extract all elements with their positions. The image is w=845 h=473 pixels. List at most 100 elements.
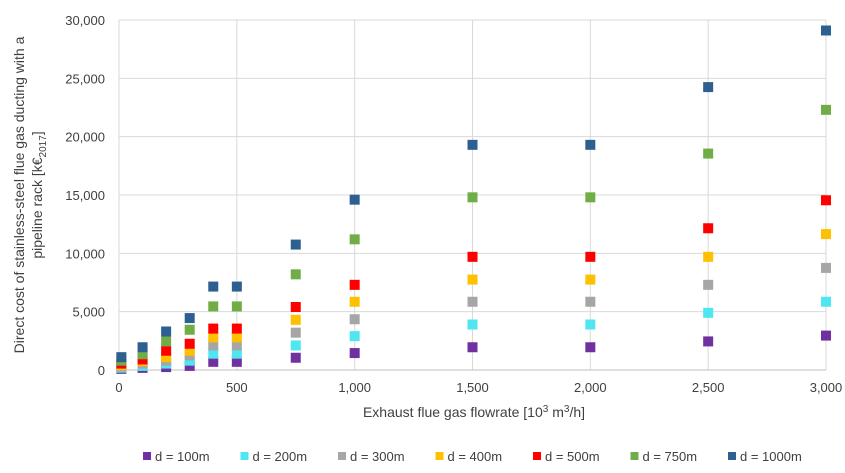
- legend-item: d = 1000m: [728, 449, 802, 464]
- x-tick-label: 2,000: [574, 380, 607, 395]
- data-point: [208, 323, 219, 334]
- data-point: [585, 139, 596, 150]
- data-point: [703, 251, 714, 262]
- data-point: [290, 340, 301, 351]
- data-point: [821, 296, 831, 307]
- x-tick-label: 1,500: [456, 380, 489, 395]
- data-point: [467, 274, 478, 285]
- data-point: [208, 340, 219, 351]
- data-point: [231, 323, 242, 334]
- data-point: [137, 342, 148, 353]
- data-point: [231, 332, 242, 343]
- y-tick-label: 5,000: [72, 305, 105, 320]
- grid-lines: [118, 19, 827, 370]
- y-tick-label: 15,000: [65, 188, 105, 203]
- legend-label: d = 400m: [448, 449, 503, 464]
- data-point: [585, 319, 596, 330]
- legend-marker: [435, 452, 444, 460]
- data-point: [208, 348, 219, 359]
- data-point: [349, 194, 360, 205]
- x-tick-label: 3,000: [810, 380, 843, 395]
- y-axis-title-line-2: pipeline rack [k€2017]: [29, 131, 49, 258]
- data-point: [703, 82, 714, 93]
- data-point: [467, 139, 478, 150]
- x-axis-ticks: 0 500 1,000 1,500 2,000 2,500 3,000: [115, 380, 842, 395]
- data-point: [349, 296, 360, 307]
- data-point: [821, 229, 831, 240]
- y-tick-label: 25,000: [65, 71, 105, 86]
- data-point: [290, 269, 301, 280]
- x-tick-label: 1,000: [338, 380, 371, 395]
- series-d-1000m: [116, 25, 831, 363]
- data-point: [703, 148, 714, 159]
- data-point: [161, 336, 172, 347]
- data-point: [467, 342, 478, 353]
- data-point: [703, 307, 714, 318]
- data-points: [116, 25, 831, 374]
- y-axis-title: Direct cost of stainless-steel flue gas …: [11, 36, 49, 353]
- y-tick-label: 0: [98, 363, 105, 378]
- data-point: [231, 348, 242, 359]
- data-point: [184, 360, 195, 371]
- data-point: [184, 324, 195, 335]
- legend-marker: [143, 452, 151, 460]
- data-point: [821, 330, 831, 341]
- data-point: [184, 345, 195, 356]
- data-point: [703, 279, 714, 290]
- legend-label: d = 100m: [155, 449, 210, 464]
- legend-item: d = 500m: [533, 449, 600, 464]
- legend-marker: [240, 452, 249, 460]
- legend-item: d = 200m: [240, 449, 308, 464]
- y-tick-label: 10,000: [65, 246, 105, 261]
- data-point: [703, 336, 714, 347]
- legend: d = 100m d = 200m d = 300m d = 400m d = 500m…: [143, 449, 802, 464]
- data-point: [231, 301, 242, 312]
- data-point: [208, 281, 219, 292]
- data-point: [208, 332, 219, 343]
- data-point: [116, 352, 127, 363]
- y-tick-label: 30,000: [65, 13, 105, 28]
- series-d-400m: [116, 229, 831, 371]
- data-point: [585, 274, 596, 285]
- legend-marker: [338, 452, 346, 460]
- data-point: [184, 338, 195, 349]
- data-point: [161, 326, 172, 337]
- x-tick-label: 500: [226, 380, 248, 395]
- series-d-100m: [116, 330, 831, 374]
- y-axis-ticks: 0 5,000 10,000 15,000 20,000 25,000 30,000: [65, 13, 105, 378]
- legend-marker: [533, 452, 541, 460]
- legend-item: d = 750m: [630, 449, 698, 464]
- x-tick-label: 0: [115, 380, 122, 395]
- data-point: [161, 345, 172, 356]
- data-point: [349, 348, 360, 359]
- legend-label: d = 1000m: [740, 449, 802, 464]
- data-point: [821, 25, 831, 36]
- data-point: [290, 239, 301, 250]
- data-point: [231, 340, 242, 351]
- legend-marker: [728, 452, 736, 460]
- data-point: [290, 302, 301, 312]
- data-point: [349, 314, 360, 325]
- data-point: [467, 319, 478, 330]
- data-point: [161, 352, 172, 363]
- legend-item: d = 100m: [143, 449, 210, 464]
- data-point: [290, 314, 301, 325]
- data-point: [290, 327, 301, 338]
- data-point: [231, 356, 242, 367]
- legend-label: d = 750m: [643, 449, 698, 464]
- data-point: [467, 192, 478, 203]
- data-point: [231, 281, 242, 292]
- legend-label: d = 200m: [253, 449, 308, 464]
- data-point: [208, 356, 219, 367]
- data-point: [585, 251, 596, 262]
- data-point: [349, 234, 360, 245]
- data-point: [349, 279, 360, 290]
- x-axis-title: Exhaust flue gas flowrate [103 m3/h]: [363, 404, 585, 420]
- data-point: [821, 104, 831, 115]
- legend-label: d = 300m: [350, 449, 405, 464]
- data-point: [349, 331, 360, 342]
- data-point: [821, 262, 831, 273]
- data-point: [821, 195, 831, 206]
- y-tick-label: 20,000: [65, 130, 105, 145]
- data-point: [467, 251, 478, 262]
